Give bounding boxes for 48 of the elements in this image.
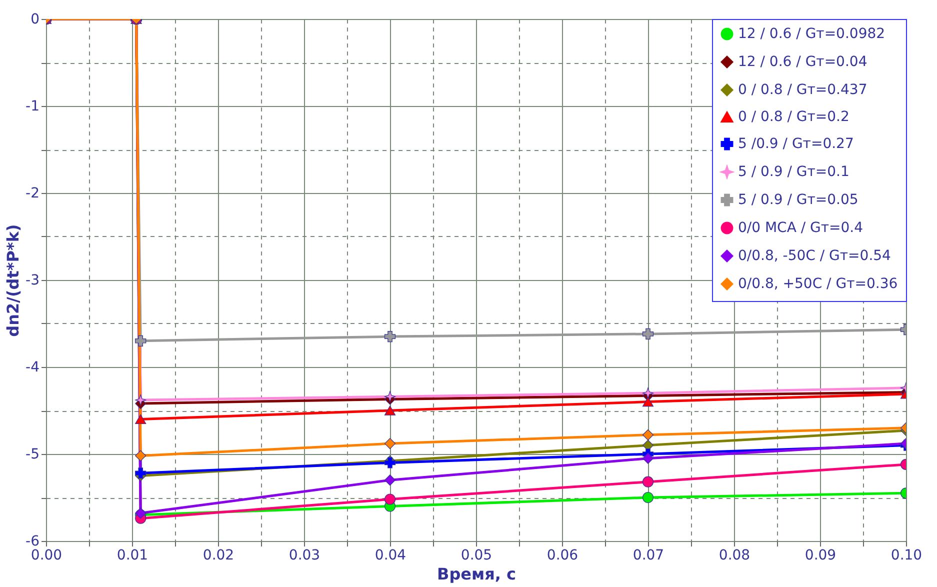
point bbox=[642, 452, 654, 464]
point bbox=[384, 474, 396, 486]
y-tick-label: 0 bbox=[30, 12, 40, 28]
y-tick-label: -3 bbox=[26, 272, 40, 288]
point bbox=[384, 331, 396, 342]
legend-label: 5 / 0.9 / Gт=0.1 bbox=[738, 164, 850, 180]
legend-label: 12 / 0.6 / Gт=0.04 bbox=[738, 54, 868, 70]
x-tick-label: 0.01 bbox=[116, 548, 148, 564]
y-tick-label: -4 bbox=[26, 360, 40, 376]
x-tick-label: 0.03 bbox=[288, 548, 320, 564]
x-tick-label: 0.09 bbox=[804, 548, 836, 564]
legend-label: 0/0.8, +50C / Gт=0.36 bbox=[738, 276, 898, 292]
point bbox=[135, 394, 146, 406]
x-tick-label: 0.07 bbox=[632, 548, 664, 564]
legend-label: 5 /0.9 / Gт=0.27 bbox=[738, 136, 854, 152]
x-tick-label: 0.05 bbox=[460, 548, 492, 564]
point bbox=[135, 450, 146, 462]
point bbox=[384, 406, 396, 416]
y-tick-label: -2 bbox=[26, 186, 40, 202]
legend-label: 5 / 0.9 / Gт=0.05 bbox=[738, 192, 858, 208]
x-tick-label: 0.10 bbox=[890, 548, 922, 564]
point bbox=[384, 438, 396, 450]
point bbox=[642, 388, 654, 399]
point bbox=[135, 414, 146, 424]
x-tick-label: 0.08 bbox=[718, 548, 750, 564]
legend-label: 0/0 MCA / Gт=0.4 bbox=[738, 220, 864, 236]
point bbox=[642, 396, 654, 407]
x-tick-label: 0.00 bbox=[30, 548, 62, 564]
point bbox=[642, 328, 654, 340]
point bbox=[642, 492, 654, 504]
x-tick-label: 0.02 bbox=[202, 548, 234, 564]
legend-label: 12 / 0.6 / Gт=0.0982 bbox=[738, 26, 886, 42]
x-tick-label: 0.06 bbox=[546, 548, 578, 564]
legend-label: 0/0.8, -50C / Gт=0.54 bbox=[738, 248, 892, 264]
point bbox=[135, 468, 146, 479]
y-tick-label: -1 bbox=[26, 98, 40, 114]
point bbox=[135, 335, 146, 346]
legend-label: 0 / 0.8 / Gт=0.2 bbox=[738, 109, 850, 125]
y-tick-label: -6 bbox=[26, 534, 40, 550]
y-axis-title: dn2/(dt*P*k) bbox=[4, 224, 23, 337]
point bbox=[384, 391, 396, 402]
legend-label: 0 / 0.8 / Gт=0.437 bbox=[738, 82, 868, 98]
point bbox=[642, 476, 654, 488]
x-tick-label: 0.04 bbox=[374, 548, 406, 564]
point bbox=[384, 494, 396, 505]
x-axis-title: Время, с bbox=[437, 564, 516, 584]
point bbox=[642, 429, 654, 440]
y-tick-label: -5 bbox=[26, 446, 40, 462]
